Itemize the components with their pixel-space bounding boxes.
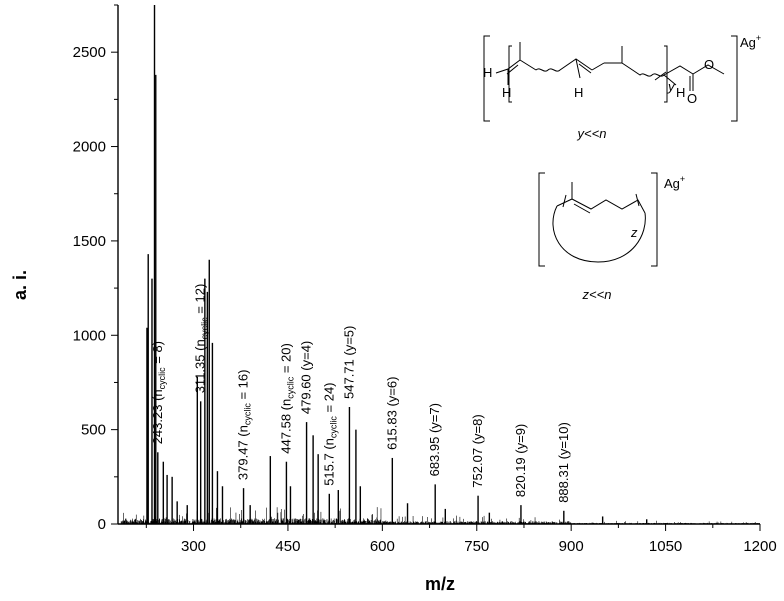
peak-annotation: 820.19 (y=9) (513, 424, 528, 497)
repeat-bracket-left (508, 45, 512, 103)
cyclic-bracket-left (538, 172, 545, 267)
y-axis-title: a. i. (10, 270, 30, 300)
struct-o-bottom: O (687, 91, 697, 106)
y-tick-label: 2500 (73, 44, 106, 61)
cyclic-structure: z Ag+ z<<n (538, 172, 685, 302)
struct-caption-linear: y<<n (577, 126, 607, 141)
struct-h-under: H (502, 85, 511, 100)
y-tick-label: 2000 (73, 139, 106, 156)
peak-annotation: 515.7 (ncyclic = 24) (321, 382, 338, 485)
struct-ag-linear: Ag+ (740, 33, 761, 50)
x-tick-label: 900 (559, 538, 584, 555)
struct-z-sub: z (630, 225, 638, 240)
backbone-bonds (495, 42, 725, 91)
peak-annotations: 243.23 (ncyclic = 8) 311.35 (ncyclic = 12… (150, 284, 571, 503)
peak-annotation: 683.95 (y=7) (427, 403, 442, 476)
repeat-bracket-right (664, 45, 668, 103)
peak-annotation: 888.31 (y=10) (556, 422, 571, 503)
x-tick-label: 600 (370, 538, 395, 555)
struct-ag-cyclic: Ag+ (664, 174, 685, 191)
peak-annotation: 447.58 (ncyclic = 20) (278, 343, 295, 454)
h-bonds (507, 58, 677, 86)
peak-annotation: 479.60 (y=4) (299, 341, 314, 414)
y-tick-label: 500 (81, 422, 106, 439)
peak-annotation: 311.35 (ncyclic = 12) (193, 284, 210, 394)
struct-h-right: H (676, 85, 685, 100)
peak-annotation: 615.83 (y=6) (384, 377, 399, 450)
peak-annotation: 379.47 (ncyclic = 16) (236, 370, 253, 481)
struct-h-left: H (483, 65, 492, 80)
struct-o-top: O (704, 57, 714, 72)
peak-annotation: 243.23 (ncyclic = 8) (150, 341, 167, 444)
x-axis-title: m/z (425, 574, 455, 594)
axes: 0 500 1000 1500 2000 2500 300 450 600 750 900 1050 1… (73, 4, 777, 555)
struct-caption-cyclic: z<<n (582, 287, 612, 302)
linear-structure: H H H H O O y Ag+ y<<n (483, 33, 761, 141)
bracket-left (483, 35, 490, 122)
cyclic-double-bond (573, 203, 591, 214)
y-tick-label: 1000 (73, 327, 106, 344)
x-tick-label: 750 (464, 538, 489, 555)
struct-h-mid: H (574, 85, 583, 100)
bracket-right (731, 35, 738, 122)
cyclic-chain (556, 182, 646, 214)
y-tick-label: 1500 (73, 233, 106, 250)
x-tick-label: 300 (181, 538, 206, 555)
spectrum-trace (120, 5, 761, 524)
cyclic-ring (552, 205, 646, 263)
x-tick-label: 450 (275, 538, 300, 555)
double-bond-lines (506, 63, 691, 91)
peak-annotation: 547.71 (y=5) (341, 326, 356, 399)
cyclic-bracket-right (651, 172, 658, 267)
cyclic-repeat-brackets (562, 193, 640, 208)
struct-y-sub: y (667, 79, 676, 94)
x-tick-label: 1050 (649, 538, 682, 555)
y-tick-label: 0 (98, 516, 106, 533)
x-tick-label: 1200 (743, 538, 776, 555)
peak-annotation: 752.07 (y=8) (470, 414, 485, 487)
